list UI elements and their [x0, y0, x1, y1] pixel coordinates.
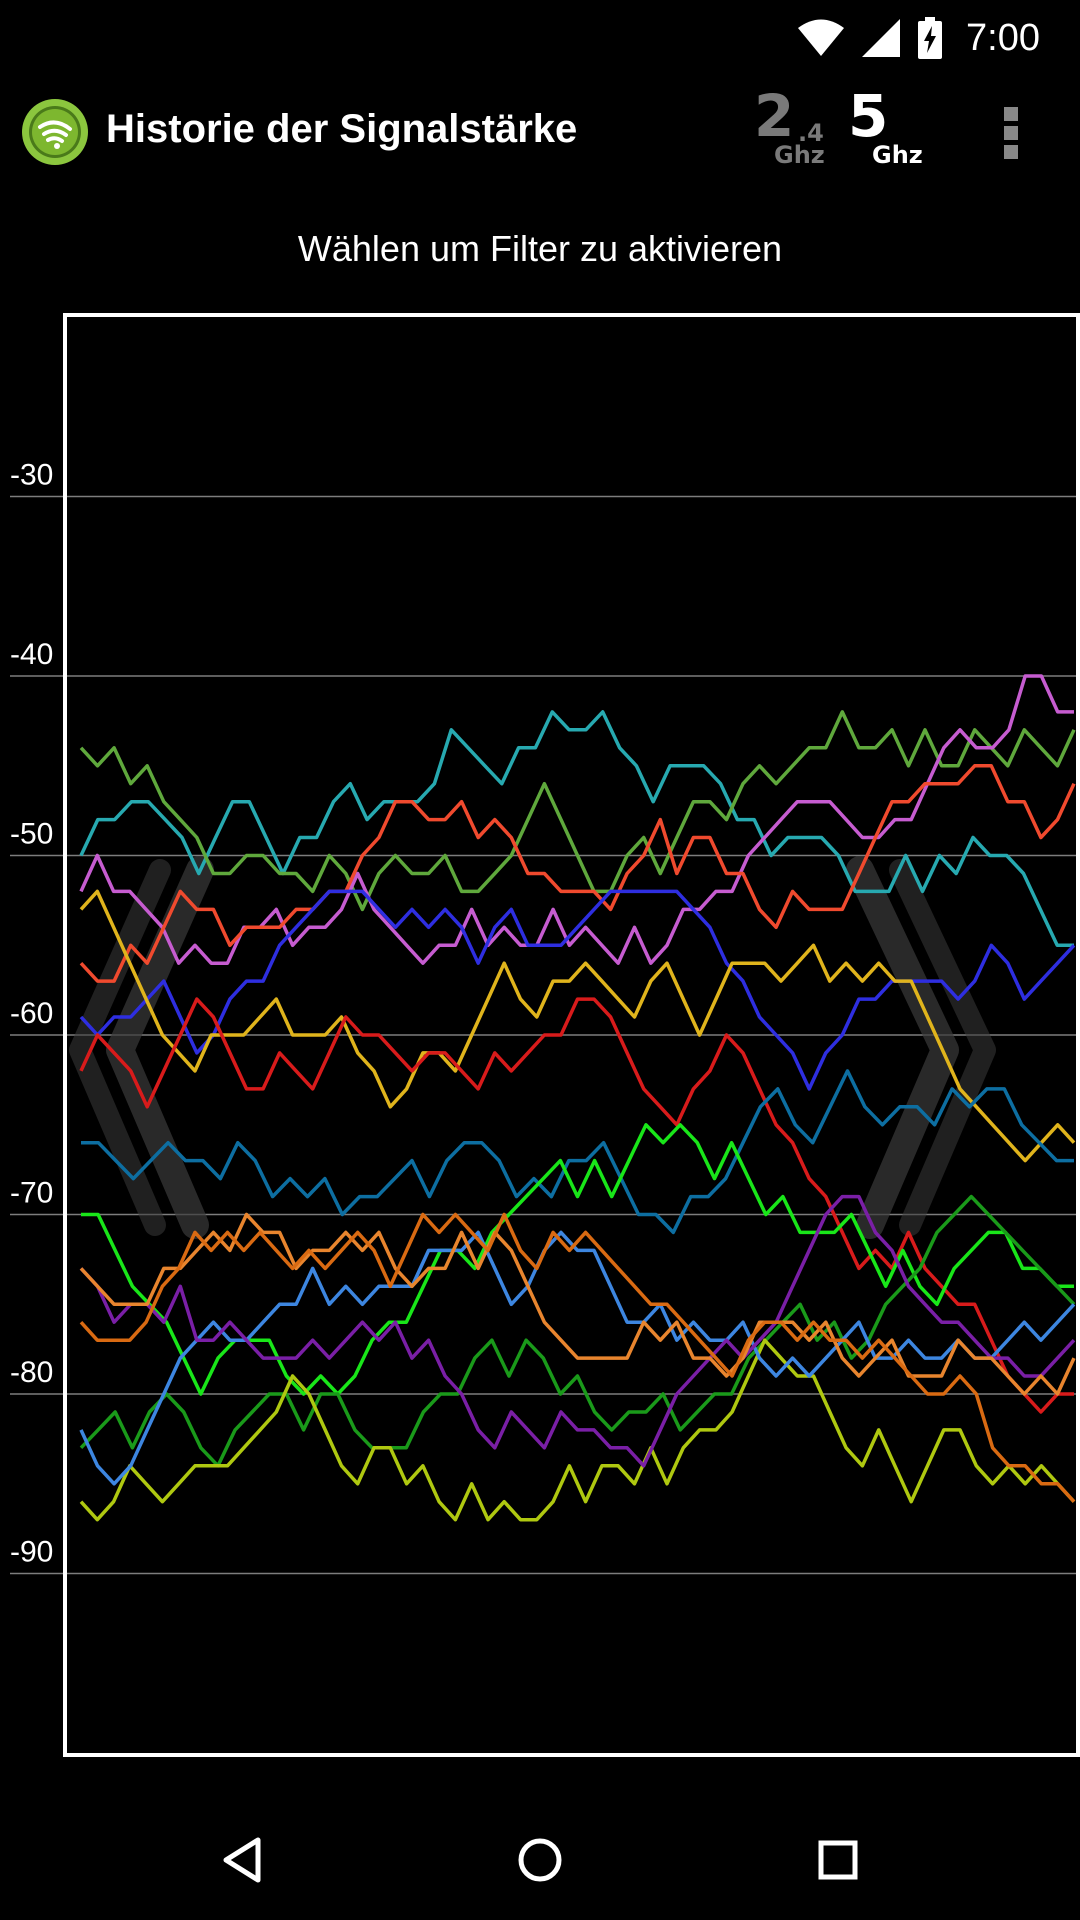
- signal-series-line[interactable]: [79, 1194, 1076, 1468]
- chevron-left-icon[interactable]: [106, 856, 214, 1239]
- chevron-right-icon[interactable]: [846, 856, 959, 1239]
- band-24-number: 2: [754, 82, 795, 150]
- y-tick-label: -80: [10, 1356, 53, 1389]
- cell-signal-icon: [862, 19, 901, 57]
- band-5-unit: Ghz: [872, 141, 923, 169]
- series-layer: [79, 674, 1076, 1522]
- back-triangle-icon[interactable]: [212, 1830, 272, 1890]
- recents-square-icon[interactable]: [808, 1830, 868, 1890]
- scroll-chevrons: [69, 856, 996, 1239]
- wifi-logo-icon[interactable]: [22, 99, 88, 165]
- signal-series-line[interactable]: [79, 1212, 1076, 1503]
- y-axis-labels: -30 -40 -50 -60 -70 -80 -90: [10, 459, 53, 1569]
- app-bar: Historie der Signalstärke 2 .4 Ghz 5 Ghz: [0, 75, 1080, 187]
- signal-series-line[interactable]: [79, 710, 1076, 912]
- signal-series-line[interactable]: [79, 997, 1074, 1414]
- y-tick-label: -40: [10, 638, 53, 671]
- band-24-unit: Ghz: [774, 141, 825, 169]
- y-tick-label: -90: [10, 1536, 53, 1569]
- nav-bar: [0, 1800, 1080, 1920]
- chart-frame: [63, 313, 1080, 1757]
- signal-series-line[interactable]: [79, 1194, 1076, 1468]
- y-tick-label: -70: [10, 1177, 53, 1210]
- status-bar: 7:00: [0, 0, 1080, 75]
- status-time: 7:00: [966, 16, 1040, 59]
- y-tick-label: -60: [10, 997, 53, 1030]
- status-icons: 7:00: [798, 14, 1040, 62]
- signal-strength-chart[interactable]: -30 -40 -50 -60 -70 -80 -90: [0, 310, 1080, 1760]
- battery-charging-icon: [918, 17, 943, 59]
- signal-series-line[interactable]: [79, 889, 1076, 1163]
- signal-series-line[interactable]: [79, 1212, 1076, 1396]
- wifi-icon: [798, 19, 845, 56]
- signal-series-line[interactable]: [79, 764, 1076, 983]
- filter-hint[interactable]: Wählen um Filter zu aktivieren: [297, 228, 783, 269]
- home-circle-icon[interactable]: [510, 1830, 570, 1890]
- chevron-right-icon[interactable]: [889, 859, 996, 1236]
- signal-series-line[interactable]: [79, 1338, 1076, 1522]
- band-24ghz-button[interactable]: 2 .4 Ghz: [752, 87, 842, 173]
- signal-series-line[interactable]: [79, 710, 1074, 948]
- y-tick-label: -50: [10, 818, 53, 851]
- signal-series-line[interactable]: [81, 1069, 1074, 1235]
- app-title: Historie der Signalstärke: [106, 107, 578, 151]
- y-tick-label: -30: [10, 459, 53, 492]
- chevron-left-icon[interactable]: [69, 859, 171, 1236]
- band-24-decimal: .4: [798, 119, 824, 147]
- band-5ghz-button[interactable]: 5 Ghz: [846, 87, 936, 173]
- band-5-number: 5: [848, 82, 889, 150]
- overflow-menu-icon[interactable]: [992, 103, 1032, 163]
